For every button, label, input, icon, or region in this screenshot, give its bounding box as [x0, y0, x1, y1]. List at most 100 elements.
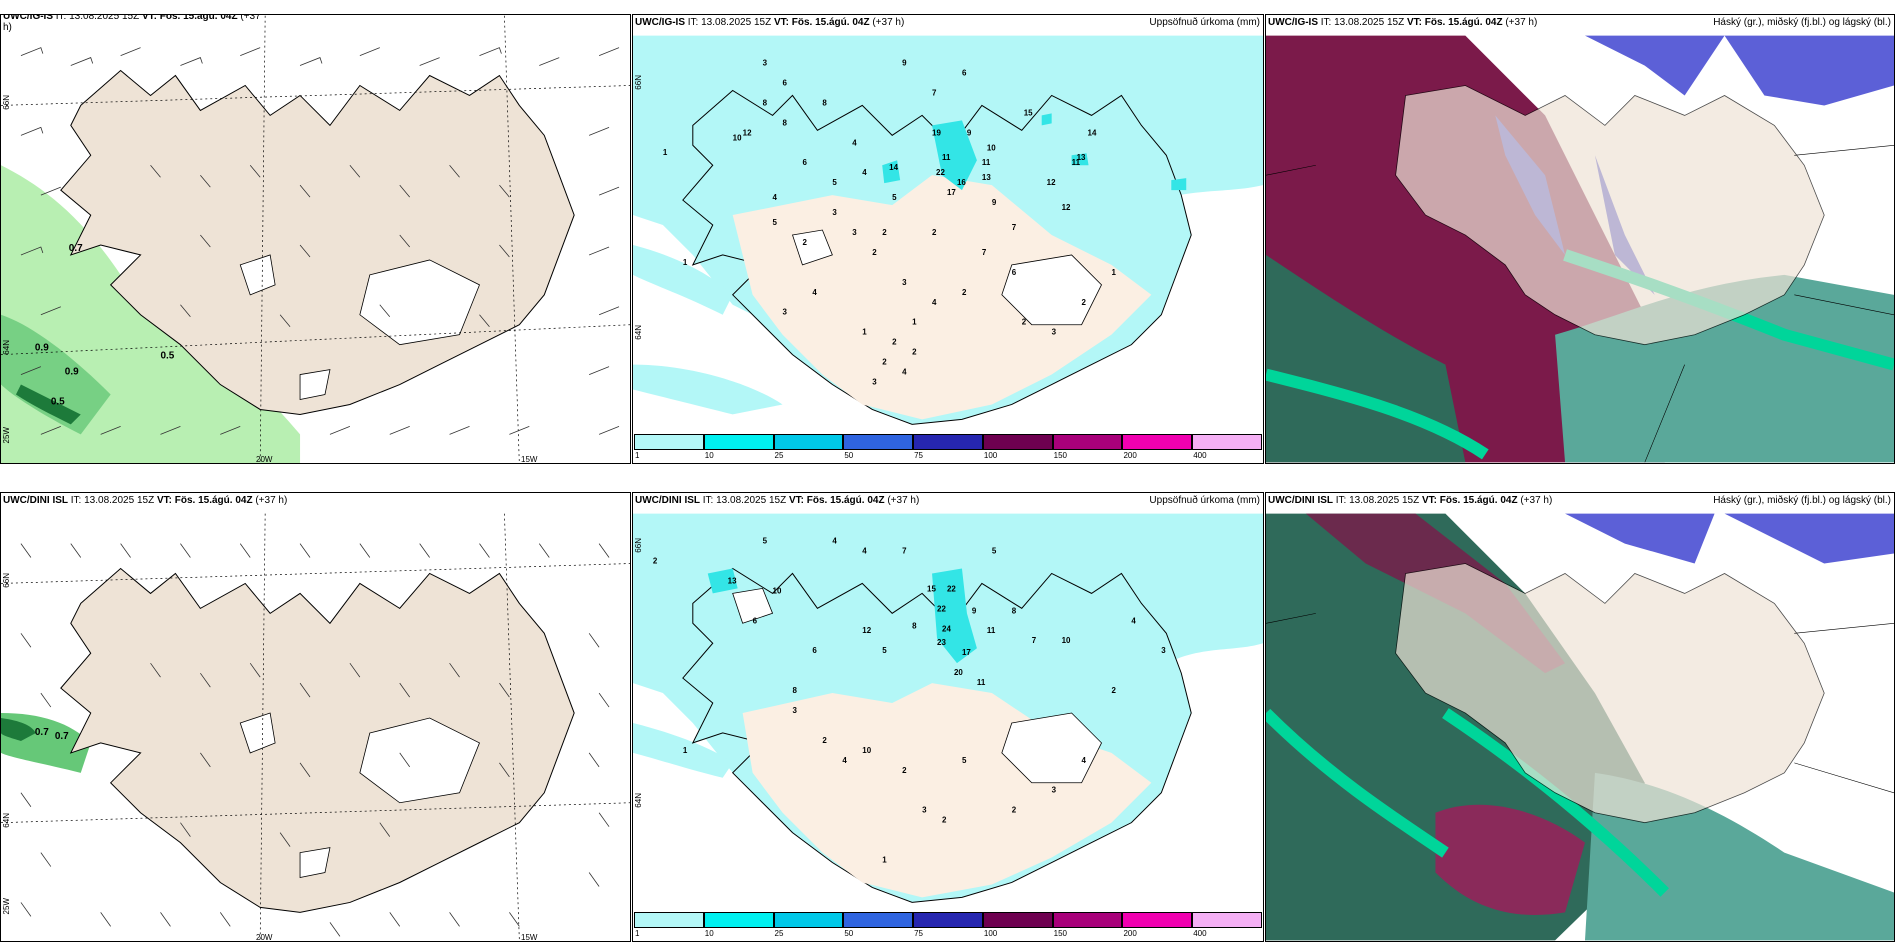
value-label: 2: [1082, 298, 1087, 307]
value-label: 1: [663, 148, 668, 157]
value-label: 5: [832, 178, 837, 187]
precip-colorbar: 1 10 25 50 75 100 150 200 400: [634, 910, 1262, 940]
value-label: 8: [792, 686, 797, 695]
value-label: 9: [967, 128, 972, 137]
colorbar-tick: 75: [914, 929, 924, 938]
colorbar-tick: 10: [704, 929, 714, 938]
colorbar-swatch: [773, 912, 844, 928]
map[interactable]: 2 5 4 13 4 7 5 15 22 6 10 12 22 9 8 11 2…: [633, 513, 1263, 911]
colorbar-tick: 100: [983, 451, 998, 460]
map[interactable]: [1266, 35, 1894, 463]
value-label: 8: [822, 98, 827, 107]
colorbar-swatch: [634, 434, 704, 450]
value-label: 4: [812, 288, 817, 297]
colorbar-swatch: [1122, 434, 1193, 450]
panel-dini-wind: UWC/DINI ISL IT: 13.08.2025 15Z VT: Fös.…: [0, 492, 631, 942]
lat-label: 66N: [634, 75, 643, 90]
value-label: 12: [743, 128, 752, 137]
lat-label: 64N: [634, 793, 643, 808]
precip-values: 3 6 8 8 9 7 6 10 12 8 19 9 4 15 14 13 5 …: [663, 59, 1117, 387]
value-label: 19: [932, 128, 941, 137]
cloud-map: [1266, 35, 1894, 463]
value-label: 4: [842, 756, 847, 765]
value-label: 13: [728, 576, 737, 585]
value-label: 22: [937, 604, 946, 613]
value-label: 10: [773, 586, 782, 595]
colorbar-swatch: [913, 434, 983, 450]
panel-dini-precip: UWC/DINI ISL IT: 13.08.2025 15Z VT: Fös.…: [632, 492, 1264, 942]
colorbar-tick: 100: [983, 929, 998, 938]
colorbar-tick: 200: [1123, 451, 1137, 460]
value-label: 2: [802, 238, 807, 247]
value-label: 17: [962, 648, 971, 657]
value-label: 3: [763, 59, 768, 68]
colorbar-tick: 400: [1193, 451, 1207, 460]
lat-label: 66N: [2, 95, 11, 110]
value-label: 9: [992, 198, 997, 207]
panel-dini-cloud: UWC/DINI ISL IT: 13.08.2025 15Z VT: Fös.…: [1265, 492, 1895, 942]
value-label: 0.5: [51, 396, 65, 407]
value-label: 2: [932, 228, 937, 237]
value-label: 4: [832, 537, 837, 546]
map[interactable]: 3 6 8 8 9 7 6 10 12 8 19 9 4 15 14 13 5 …: [633, 35, 1263, 433]
lon-label: 20W: [256, 933, 273, 942]
value-label: 11: [1072, 158, 1081, 167]
value-label: 22: [947, 584, 956, 593]
colorbar-swatch: [982, 912, 1053, 928]
lon-label: 15W: [521, 933, 538, 942]
value-label: 2: [1012, 806, 1017, 815]
value-label: 10: [733, 133, 742, 142]
cloud-map: [1266, 513, 1894, 941]
value-label: 11: [982, 158, 991, 167]
panel-title: UWC/DINI ISL IT: 13.08.2025 15Z VT: Fös.…: [635, 495, 920, 506]
value-label: 0.7: [35, 727, 49, 738]
colorbar-swatch: [703, 434, 774, 450]
map[interactable]: 0.7 0.9 0.9 0.5 0.5: [1, 15, 630, 463]
colorbar-tick: 150: [1053, 451, 1068, 460]
colorbar-swatch: [1192, 912, 1262, 928]
value-label: 8: [1012, 606, 1017, 615]
colorbar-tick: 25: [774, 451, 784, 460]
value-label: 7: [932, 88, 937, 97]
value-label: 6: [783, 78, 788, 87]
value-label: 5: [773, 218, 778, 227]
panel-subtitle: Háský (gr.), miðský (fj.bl.) og lágský (…: [1713, 495, 1891, 506]
value-label: 12: [1062, 203, 1071, 212]
panel-subtitle: Háský (gr.), miðský (fj.bl.) og lágský (…: [1713, 17, 1891, 28]
value-label: 3: [922, 806, 927, 815]
colorbar-tick: 200: [1123, 929, 1137, 938]
lon-label: 20W: [256, 455, 273, 464]
lat-label: 64N: [2, 340, 11, 355]
panel-ig-precip: UWC/IG-IS IT: 13.08.2025 15Z VT: Fös. 15…: [632, 14, 1264, 464]
precip-map: 2 5 4 13 4 7 5 15 22 6 10 12 22 9 8 11 2…: [633, 513, 1263, 911]
panel-ig-wind: UWC/IG-IS IT: 13.08.2025 15Z VT: Fös. 15…: [0, 14, 631, 464]
value-label: 4: [902, 368, 907, 377]
lat-label: 66N: [2, 573, 11, 588]
lat-label: 25W: [2, 898, 11, 915]
value-label: 6: [753, 616, 758, 625]
value-label: 5: [892, 193, 897, 202]
colorbar-tick: 10: [704, 451, 714, 460]
map[interactable]: [1266, 513, 1894, 941]
value-label: 14: [1088, 128, 1097, 137]
value-label: 7: [1012, 223, 1017, 232]
value-label: 3: [1052, 328, 1057, 337]
colorbar-swatch: [913, 912, 983, 928]
value-label: 17: [947, 188, 956, 197]
wind-map: 0.7 0.9 0.9 0.5 0.5: [1, 15, 630, 463]
value-label: 4: [852, 138, 857, 147]
value-label: 6: [962, 69, 967, 78]
map[interactable]: 0.7 0.7: [1, 513, 630, 941]
wind-map: 0.7 0.7: [1, 513, 630, 941]
value-label: 7: [1032, 636, 1037, 645]
lat-label: 25W: [2, 427, 11, 444]
value-label: 2: [902, 766, 907, 775]
value-label: 10: [862, 746, 871, 755]
value-label: 2: [653, 556, 658, 565]
value-label: 9: [972, 606, 977, 615]
lon-label: 15W: [521, 455, 538, 464]
panel-title: UWC/IG-IS IT: 13.08.2025 15Z VT: Fös. 15…: [1268, 17, 1538, 28]
colorbar-tick: 50: [844, 929, 854, 938]
value-label: 8: [783, 118, 788, 127]
value-label: 6: [812, 646, 817, 655]
